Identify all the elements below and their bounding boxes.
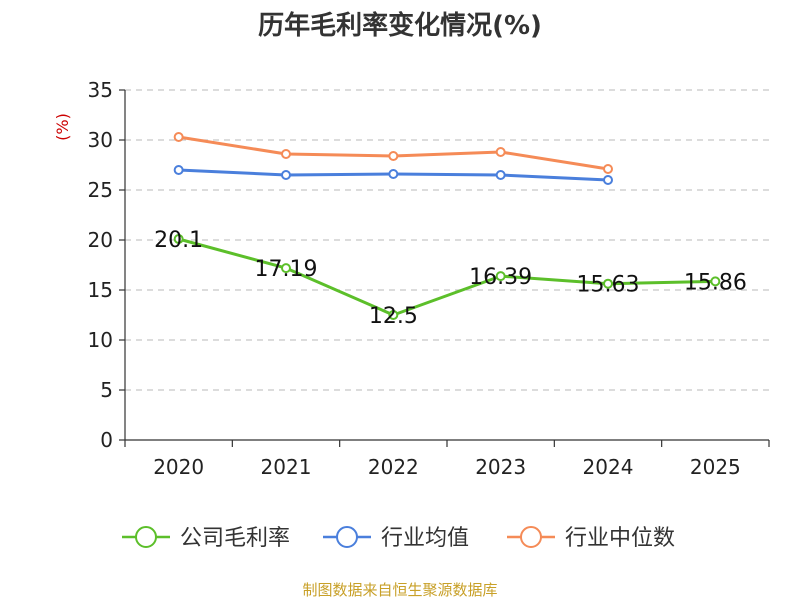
series [173,132,721,320]
legend-label: 行业均值 [381,526,469,551]
data-point [173,132,184,142]
y-tick-label: 10 [88,328,113,352]
data-point [495,147,506,157]
chart-title: 历年毛利率变化情况(%) [258,10,542,41]
y-tick-label: 5 [100,378,113,402]
legend-label: 行业中位数 [565,526,675,551]
data-point [173,165,184,175]
data-point [388,169,399,179]
data-point [495,170,506,180]
data-point [388,310,399,320]
x-tick-label: 2020 [153,455,204,479]
grid [125,89,769,391]
data-point [710,276,721,287]
data-point [388,151,399,161]
data-point [281,263,291,274]
data-point [603,278,613,289]
y-tick-label: 0 [100,428,113,452]
y-tick-label: 35 [88,78,113,102]
data-point [281,149,291,159]
legend: 公司毛利率 行业均值 行业中位数 [122,526,675,551]
data-label: 20.1 [154,228,203,253]
y-tick-label: 20 [88,228,113,252]
data-label: 15.63 [577,273,640,298]
data-label: 12.5 [369,304,418,329]
legend-marker [520,526,542,548]
x-tick-label: 2023 [475,455,526,479]
source-note: 制图数据来自恒生聚源数据库 [302,581,497,599]
data-point [603,175,613,185]
data-point [173,234,184,244]
legend-label: 公司毛利率 [180,526,290,551]
legend-marker [336,526,358,548]
data-point [281,170,291,180]
legend-marker [135,526,157,548]
data-point [603,164,613,174]
y-tick-label: 15 [88,278,113,302]
x-tick-label: 2025 [690,455,741,479]
series-line-0 [178,237,716,317]
legend-item: 行业中位数 [507,526,675,551]
y-axis-label: (%) [53,113,72,141]
legend-item: 行业均值 [323,526,469,551]
y-tick-label: 25 [88,178,113,202]
x-tick-label: 2022 [368,455,419,479]
data-labels: 20.1 17.19 12.5 16.39 15.63 15.86 [154,228,747,329]
y-tick-label: 30 [88,128,113,152]
data-label: 15.86 [684,270,747,295]
data-label: 16.39 [469,265,532,290]
legend-item: 公司毛利率 [122,526,290,551]
data-point [495,271,506,282]
data-label: 17.19 [255,257,318,282]
x-tick-label: 2024 [583,455,634,479]
x-tick-label: 2021 [261,455,312,479]
